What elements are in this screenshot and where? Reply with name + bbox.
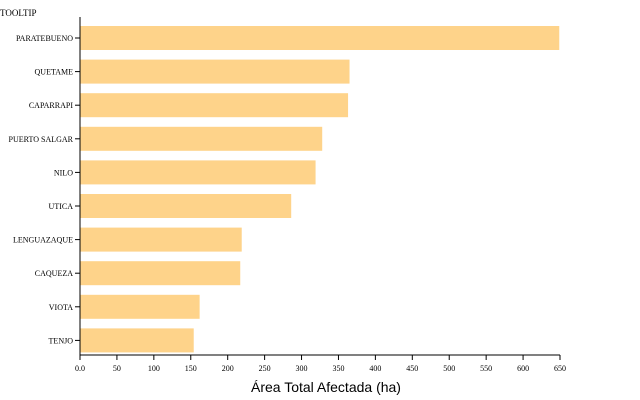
bar [80, 126, 323, 151]
bar [80, 93, 349, 118]
x-tick-label: 350 [332, 364, 344, 373]
category-label: PARATEBUENO [16, 34, 73, 43]
x-tick-label: 600 [517, 364, 529, 373]
category-label: VIOTA [49, 303, 73, 312]
category-label: CAPARRAPI [29, 101, 74, 110]
category-label: QUETAME [35, 68, 74, 77]
bar [80, 160, 316, 185]
x-tick-label: 500 [443, 364, 455, 373]
bar [80, 59, 350, 84]
x-axis: 0.0 50 100 150 200 250 300 350 400 450 500 550 600 65… [75, 354, 566, 373]
category-label: LENGUAZAQUE [13, 236, 73, 245]
bar [80, 328, 194, 353]
x-axis-title: Área Total Afectada (ha) [251, 379, 401, 395]
category-label: TENJO [49, 336, 74, 345]
x-tick-label: 650 [554, 364, 566, 373]
x-tick-label: 300 [296, 364, 308, 373]
bar [80, 294, 200, 319]
bars-group [80, 26, 560, 353]
y-axis: PARATEBUENO QUETAME CAPARRAPI PUERTO SALGAR… [9, 17, 81, 355]
x-tick-label: 0.0 [75, 364, 85, 373]
category-label: NILO [54, 168, 73, 177]
x-tick-label: 50 [113, 364, 121, 373]
x-tick-label: 400 [369, 364, 381, 373]
category-label: UTICA [49, 202, 74, 211]
category-label: CAQUEZA [35, 269, 73, 278]
bar [80, 261, 241, 286]
x-tick-label: 150 [185, 364, 197, 373]
x-tick-label: 450 [406, 364, 418, 373]
x-tick-label: 550 [480, 364, 492, 373]
tooltip-label: TOOLTIP [0, 8, 37, 18]
bar [80, 26, 560, 50]
x-tick-label: 100 [148, 364, 160, 373]
category-label: PUERTO SALGAR [9, 135, 74, 144]
x-tick-label: 200 [222, 364, 234, 373]
x-tick-label: 250 [259, 364, 271, 373]
bar [80, 227, 242, 252]
bar [80, 194, 292, 218]
